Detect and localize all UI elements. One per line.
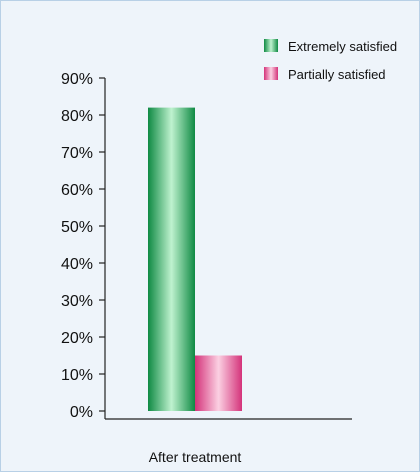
y-tick-label: 60% — [61, 182, 93, 199]
bar-extremely-satisfied — [148, 107, 195, 411]
y-axis-ticks: 0% 10% 20% 30% 40% 50% 60% 70% 80% 90% — [61, 71, 105, 421]
y-tick-label: 90% — [61, 71, 93, 88]
legend-swatch-partially-satisfied — [264, 67, 278, 80]
y-tick-label: 10% — [61, 367, 93, 384]
y-tick-label: 20% — [61, 330, 93, 347]
legend-swatch-extremely-satisfied — [264, 39, 278, 52]
bar-partially-satisfied — [195, 355, 242, 411]
legend-label-partially-satisfied: Partially satisfied — [288, 67, 386, 82]
bars — [148, 107, 242, 411]
y-tick-label: 80% — [61, 108, 93, 125]
legend: Extremely satisfied Partially satisfied — [264, 39, 397, 82]
y-tick-label: 50% — [61, 219, 93, 236]
y-tick-label: 70% — [61, 145, 93, 162]
y-tick-label: 0% — [70, 404, 93, 421]
y-tick-label: 30% — [61, 293, 93, 310]
legend-label-extremely-satisfied: Extremely satisfied — [288, 39, 397, 54]
y-tick-label: 40% — [61, 256, 93, 273]
x-category-label: After treatment — [149, 449, 242, 465]
